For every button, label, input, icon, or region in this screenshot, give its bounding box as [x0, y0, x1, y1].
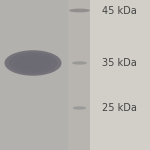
Text: 25 kDa: 25 kDa: [102, 103, 137, 113]
Ellipse shape: [9, 52, 57, 74]
Ellipse shape: [72, 61, 87, 65]
Text: 35 kDa: 35 kDa: [102, 58, 137, 68]
Ellipse shape: [69, 9, 90, 12]
Text: 45 kDa: 45 kDa: [102, 6, 137, 15]
Ellipse shape: [14, 55, 52, 71]
Bar: [0, 0, 68, 150]
Ellipse shape: [4, 50, 62, 76]
Bar: [90, 0, 150, 150]
Ellipse shape: [73, 106, 86, 110]
